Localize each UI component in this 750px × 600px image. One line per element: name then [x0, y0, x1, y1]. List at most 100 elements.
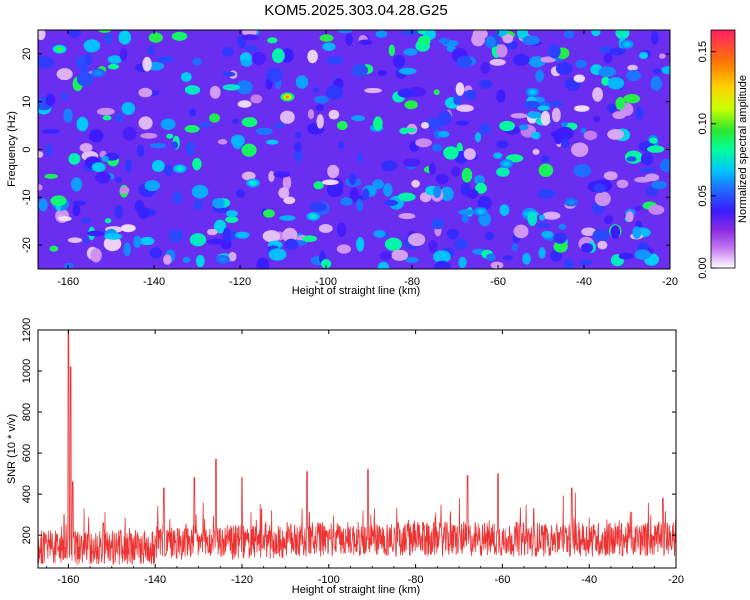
spectrogram-blob — [356, 152, 364, 163]
y-tick-label: 20 — [21, 48, 33, 60]
spectrogram-blob — [38, 198, 48, 212]
spectrogram-blob — [322, 42, 336, 51]
spectrogram-blob — [479, 79, 493, 89]
spectrogram-blob — [637, 242, 649, 253]
spectrogram-blob — [237, 100, 252, 108]
spectrogram-blob — [493, 152, 503, 159]
y-tick-label: 0 — [21, 146, 33, 152]
x-tick-label: -20 — [668, 574, 684, 586]
spectrogram-blob — [598, 66, 616, 77]
spectrogram-blob — [122, 126, 137, 141]
spectrogram-hotspot — [473, 207, 488, 217]
spectrogram-blob — [139, 236, 155, 246]
spectrogram-blob — [607, 129, 624, 140]
spectrogram-blob — [612, 111, 626, 120]
y-tick-label: -20 — [21, 237, 33, 253]
spectrogram-blob — [639, 52, 649, 59]
spectrogram-blob — [411, 179, 420, 188]
spectrogram-blob — [60, 92, 69, 101]
spectrogram-y-ticks: 20 10 0 -10 -20 — [21, 48, 670, 253]
spectrogram-hotspot — [215, 254, 230, 264]
spectrogram-blob — [649, 137, 658, 144]
spectrogram-blob — [328, 109, 340, 120]
spectrogram-blob — [373, 116, 383, 131]
spectrogram-blob — [463, 148, 476, 160]
spectrogram-blob — [383, 199, 398, 206]
spectrogram-blob — [192, 57, 202, 66]
spectrogram-blob — [634, 249, 651, 260]
y-tick-label: 200 — [21, 526, 33, 544]
spectrogram-blob — [438, 37, 450, 45]
hotspot-ring — [479, 210, 483, 213]
spectrogram-blob — [222, 84, 240, 91]
y-tick-label: 600 — [21, 444, 33, 462]
spectrogram-blob — [581, 227, 597, 236]
spectrogram-blob — [456, 104, 474, 112]
spectrogram-blob — [49, 245, 59, 252]
spectrogram-blob — [173, 190, 182, 205]
snr-y-label: SNR (10 * v/v) — [6, 414, 18, 484]
spectrogram-blob — [351, 64, 368, 77]
spectrogram-x-label: Height of straight line (km) — [292, 285, 420, 297]
spectrogram-blob — [82, 237, 89, 244]
spectrogram-blob — [632, 226, 642, 239]
spectrogram-blob — [268, 170, 275, 183]
spectrogram-blob — [597, 240, 608, 250]
spectrogram-hotspot — [91, 68, 106, 78]
snr-panel: -160 -140 -120 -100 -80 -60 -40 -20 200 400 600 80… — [6, 318, 684, 596]
x-tick-label: -140 — [144, 574, 166, 586]
hotspot-ring — [569, 200, 573, 204]
spectrogram-blob — [68, 30, 82, 39]
spectrogram-blob — [383, 183, 393, 197]
spectrogram-blob — [388, 44, 395, 57]
spectrogram-blob — [399, 127, 417, 133]
spectrogram-blob — [217, 139, 228, 145]
spectrogram-blob — [107, 63, 120, 70]
snr-series-line — [38, 330, 676, 565]
spectrogram-blob — [119, 186, 130, 194]
spectrogram-blob — [553, 240, 568, 253]
hotspot-ring — [311, 215, 316, 218]
spectrogram-blob — [133, 235, 142, 248]
spectrogram-blob — [496, 30, 508, 37]
spectrogram-blob — [475, 182, 487, 194]
spectrogram-blob — [464, 89, 477, 100]
spectrogram-blob — [166, 133, 174, 139]
spectrogram-blob — [542, 211, 561, 220]
spectrogram-blob — [273, 171, 291, 178]
spectrogram-blob — [241, 34, 259, 41]
spectrogram-blob — [56, 68, 73, 81]
spectrogram-blob — [150, 143, 167, 149]
snr-frame — [37, 329, 677, 569]
spectrogram-blob — [456, 55, 472, 69]
spectrogram-blob — [432, 143, 442, 152]
spectrogram-blob — [417, 35, 431, 46]
spectrogram-blob — [403, 158, 421, 167]
spectrogram-blob — [435, 173, 449, 185]
spectrogram-blob — [461, 167, 473, 183]
spectrogram-blob — [433, 250, 451, 264]
x-tick-label: -80 — [408, 574, 424, 586]
spectrogram-blob — [295, 75, 309, 89]
spectrogram-blob — [72, 200, 86, 206]
spectrogram-blob — [101, 155, 109, 162]
y-tick-label: 400 — [21, 485, 33, 503]
spectrogram-blob — [558, 223, 567, 230]
spectrogram-blob — [241, 171, 256, 181]
snr-x-ticks: -160 -140 -120 -100 -80 -60 -40 -20 — [46, 330, 684, 586]
spectrogram-blob — [583, 130, 598, 141]
spectrogram-blob — [398, 67, 417, 75]
spectrogram-blob — [397, 88, 415, 98]
spectrogram-blob — [103, 236, 122, 252]
spectrogram-blob — [138, 87, 153, 98]
spectrogram-blob — [95, 171, 111, 184]
spectrogram-blob — [284, 238, 298, 250]
spectrogram-blob — [531, 131, 541, 140]
spectrogram-blob — [428, 240, 438, 253]
spectrogram-blob — [485, 36, 496, 49]
spectrogram-blob — [283, 196, 296, 205]
spectrogram-blob — [593, 183, 606, 194]
spectrogram-blob — [580, 127, 587, 134]
spectrogram-blob — [591, 30, 601, 37]
spectrogram-blob — [213, 219, 227, 234]
